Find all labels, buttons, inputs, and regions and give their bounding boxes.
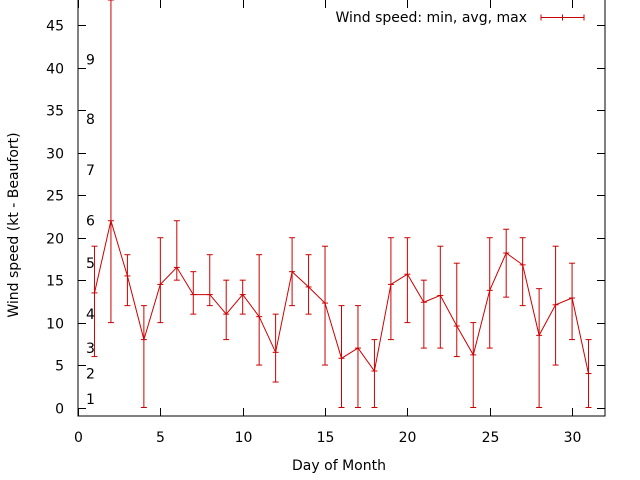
y-tick-label: 20 xyxy=(46,232,64,248)
plot-frame xyxy=(77,0,606,417)
x-tick-label: 15 xyxy=(317,430,335,446)
beaufort-label: 8 xyxy=(86,112,95,128)
y-tick-label: 35 xyxy=(46,104,64,120)
y-tick-label: 5 xyxy=(55,359,64,375)
x-tick-label: 25 xyxy=(482,430,500,446)
y-tick-label: 40 xyxy=(46,62,64,78)
legend-label: Wind speed: min, avg, max xyxy=(335,10,527,26)
beaufort-scale-labels: 1 2 3 4 5 6 7 8 9 xyxy=(86,52,95,408)
x-tick-label: 30 xyxy=(564,430,582,446)
x-axis-title: Day of Month xyxy=(292,458,386,474)
beaufort-label: 4 xyxy=(86,307,95,323)
x-tick-label: 10 xyxy=(235,430,253,446)
y-tick-label: 30 xyxy=(46,147,64,163)
plot-area xyxy=(77,0,606,417)
beaufort-label: 6 xyxy=(86,214,95,230)
beaufort-label: 9 xyxy=(86,52,95,68)
y-tick-label: 25 xyxy=(46,189,64,205)
beaufort-label: 7 xyxy=(86,163,95,179)
y-tick-label: 0 xyxy=(55,402,64,418)
y-axis-title: Wind speed (kt - Beaufort) xyxy=(6,132,22,317)
beaufort-label: 5 xyxy=(86,256,95,272)
x-tick-label: 0 xyxy=(74,430,83,446)
x-tick-label: 5 xyxy=(156,430,165,446)
beaufort-label: 3 xyxy=(86,341,95,357)
y-tick-label: 45 xyxy=(46,19,64,35)
x-tick-label: 20 xyxy=(399,430,417,446)
beaufort-label: 1 xyxy=(86,392,95,408)
y-tick-label: 10 xyxy=(46,317,64,333)
beaufort-label: 2 xyxy=(86,367,95,383)
legend: Wind speed: min, avg, max xyxy=(335,10,585,26)
data-layer xyxy=(91,0,592,409)
y-tick-label: 15 xyxy=(46,274,64,290)
